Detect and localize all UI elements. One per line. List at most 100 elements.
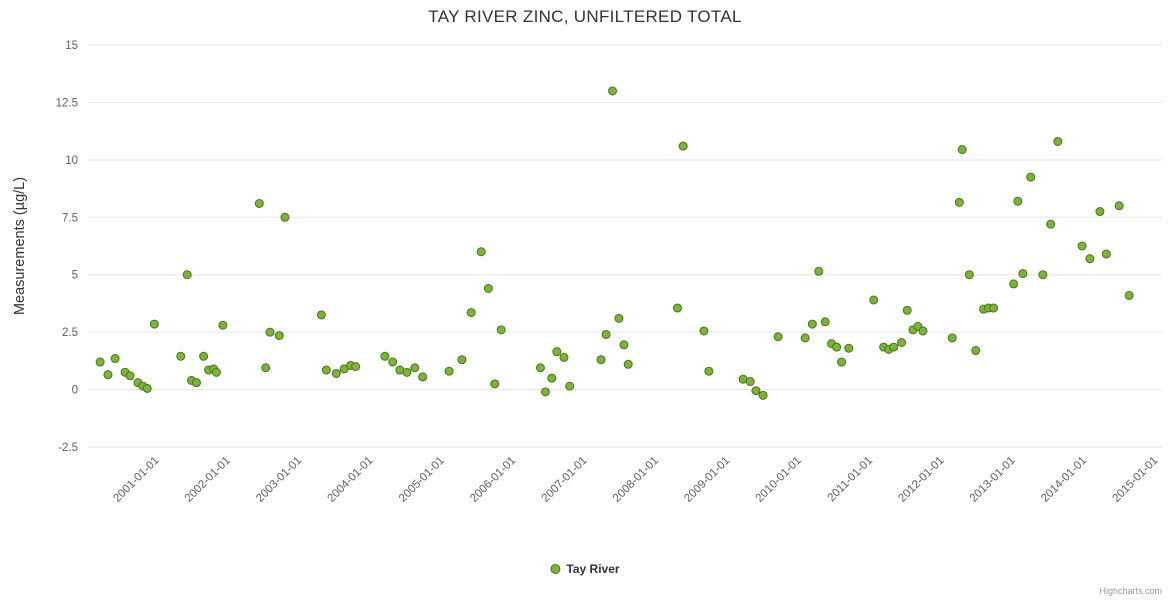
data-point[interactable] — [110, 354, 120, 364]
y-tick-label: 2.5 — [62, 327, 78, 339]
data-point[interactable] — [254, 199, 264, 209]
data-point[interactable] — [1053, 136, 1063, 146]
x-tick-label: 2006-01-01 — [468, 455, 518, 505]
data-point[interactable] — [547, 373, 557, 383]
data-point[interactable] — [889, 342, 899, 352]
data-point[interactable] — [1101, 249, 1111, 259]
data-point[interactable] — [142, 383, 152, 393]
data-point[interactable] — [623, 359, 633, 369]
data-point[interactable] — [837, 357, 847, 367]
data-point[interactable] — [321, 365, 331, 375]
data-point[interactable] — [844, 343, 854, 353]
data-point[interactable] — [1095, 207, 1105, 217]
data-point[interactable] — [418, 372, 428, 382]
data-point[interactable] — [745, 377, 755, 387]
data-point[interactable] — [758, 390, 768, 400]
data-point[interactable] — [211, 367, 221, 377]
data-point[interactable] — [800, 333, 810, 343]
data-point[interactable] — [832, 342, 842, 352]
y-tick-label: 7.5 — [62, 212, 78, 224]
x-tick-label: 2002-01-01 — [183, 455, 233, 505]
data-point[interactable] — [699, 326, 709, 336]
data-point[interactable] — [1085, 254, 1095, 264]
data-point[interactable] — [380, 351, 390, 361]
data-point[interactable] — [704, 366, 714, 376]
data-point[interactable] — [1009, 279, 1019, 289]
data-point[interactable] — [957, 145, 967, 155]
data-point[interactable] — [316, 310, 326, 320]
data-point[interactable] — [274, 331, 284, 341]
x-tick-label: 2010-01-01 — [754, 455, 804, 505]
data-point[interactable] — [402, 367, 412, 377]
y-tick-label: 10 — [65, 155, 78, 167]
x-tick-label: 2007-01-01 — [540, 455, 590, 505]
data-point[interactable] — [751, 386, 761, 396]
data-point[interactable] — [608, 86, 618, 96]
data-point[interactable] — [351, 362, 361, 372]
data-point[interactable] — [971, 346, 981, 356]
x-tick-label: 2012-01-01 — [896, 455, 946, 505]
data-point[interactable] — [149, 319, 159, 329]
data-point[interactable] — [1026, 172, 1036, 182]
data-point[interactable] — [191, 378, 201, 388]
data-point[interactable] — [483, 283, 493, 293]
data-point[interactable] — [596, 355, 606, 365]
data-point[interactable] — [954, 197, 964, 207]
data-point[interactable] — [1038, 270, 1048, 280]
data-point[interactable] — [820, 317, 830, 327]
data-point[interactable] — [964, 270, 974, 280]
data-point[interactable] — [1018, 269, 1028, 279]
data-point[interactable] — [103, 370, 113, 380]
data-point[interactable] — [897, 337, 907, 347]
data-point[interactable] — [918, 326, 928, 336]
data-point[interactable] — [176, 351, 186, 361]
y-tick-label: 12.5 — [56, 97, 78, 109]
data-point[interactable] — [565, 381, 575, 391]
data-point[interactable] — [496, 325, 506, 335]
x-tick-label: 2013-01-01 — [968, 455, 1018, 505]
x-tick-label: 2001-01-01 — [111, 455, 161, 505]
data-point[interactable] — [601, 329, 611, 339]
data-point[interactable] — [1114, 201, 1124, 211]
data-point[interactable] — [476, 247, 486, 257]
data-point[interactable] — [814, 266, 824, 276]
data-point[interactable] — [947, 333, 957, 343]
data-point[interactable] — [199, 351, 209, 361]
data-point[interactable] — [989, 303, 999, 313]
data-point[interactable] — [535, 363, 545, 373]
data-point[interactable] — [869, 295, 879, 305]
data-point[interactable] — [672, 303, 682, 313]
data-point[interactable] — [540, 387, 550, 397]
data-point[interactable] — [552, 347, 562, 357]
data-point[interactable] — [490, 379, 500, 389]
data-point[interactable] — [261, 363, 271, 373]
data-point[interactable] — [410, 363, 420, 373]
data-point[interactable] — [619, 340, 629, 350]
data-point[interactable] — [265, 327, 275, 337]
data-point[interactable] — [457, 355, 467, 365]
data-point[interactable] — [331, 368, 341, 378]
data-point[interactable] — [182, 270, 192, 280]
data-point[interactable] — [614, 313, 624, 323]
x-tick-label: 2003-01-01 — [254, 455, 304, 505]
data-point[interactable] — [559, 352, 569, 362]
data-point[interactable] — [1124, 290, 1134, 300]
data-point[interactable] — [280, 212, 290, 222]
data-point[interactable] — [1046, 219, 1056, 229]
data-point[interactable] — [1077, 241, 1087, 251]
data-point[interactable] — [807, 319, 817, 329]
data-point[interactable] — [902, 305, 912, 315]
data-point[interactable] — [388, 357, 398, 367]
data-point[interactable] — [218, 320, 228, 330]
data-point[interactable] — [95, 357, 105, 367]
highcharts-credits-link[interactable]: Highcharts.com — [1099, 586, 1162, 596]
data-point[interactable] — [1013, 196, 1023, 206]
legend-item-tay-river[interactable]: Tay River — [550, 562, 620, 576]
data-point[interactable] — [678, 141, 688, 151]
data-point[interactable] — [773, 332, 783, 342]
data-point[interactable] — [444, 366, 454, 376]
legend-label: Tay River — [566, 562, 620, 576]
data-point[interactable] — [466, 308, 476, 318]
x-tick-label: 2008-01-01 — [611, 455, 661, 505]
data-point[interactable] — [125, 371, 135, 381]
